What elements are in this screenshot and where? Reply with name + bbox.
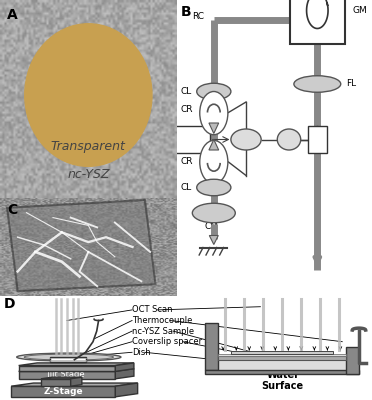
- Ellipse shape: [197, 83, 231, 100]
- Polygon shape: [209, 140, 219, 150]
- Circle shape: [25, 24, 152, 166]
- Bar: [50, 357, 86, 362]
- Text: Tilt Stage: Tilt Stage: [45, 370, 85, 379]
- Text: Water
Surface: Water Surface: [262, 370, 304, 391]
- Text: Coupler: Coupler: [277, 137, 301, 142]
- Text: Z-Stage: Z-Stage: [44, 387, 83, 396]
- Ellipse shape: [231, 129, 261, 150]
- Ellipse shape: [24, 354, 113, 360]
- Text: Dish: Dish: [132, 348, 151, 357]
- Polygon shape: [41, 379, 71, 386]
- Polygon shape: [11, 383, 138, 386]
- Polygon shape: [209, 123, 219, 134]
- Text: GM: GM: [353, 6, 367, 15]
- Text: nc-YSZ Sample: nc-YSZ Sample: [132, 326, 194, 336]
- Bar: [308, 126, 327, 153]
- Text: OCT Scan: OCT Scan: [132, 306, 173, 314]
- Polygon shape: [115, 369, 134, 379]
- Polygon shape: [19, 371, 115, 379]
- Bar: [290, 0, 345, 44]
- Text: Light
Source: Light Source: [176, 133, 201, 146]
- Text: Hotplate: Hotplate: [47, 364, 83, 373]
- Ellipse shape: [277, 129, 301, 150]
- Polygon shape: [115, 363, 134, 371]
- Text: CL: CL: [181, 87, 192, 96]
- Bar: [167, 126, 210, 153]
- Polygon shape: [71, 377, 82, 386]
- Circle shape: [200, 140, 228, 184]
- Text: A: A: [7, 8, 18, 22]
- Polygon shape: [19, 369, 134, 371]
- Bar: [218, 354, 346, 370]
- Text: D: D: [4, 297, 15, 311]
- Polygon shape: [19, 366, 115, 371]
- Ellipse shape: [17, 353, 121, 361]
- Text: Coverslip spacer: Coverslip spacer: [132, 337, 202, 346]
- Ellipse shape: [294, 76, 341, 92]
- Text: RC: RC: [192, 12, 204, 21]
- Text: C: C: [7, 203, 17, 217]
- Text: CM: CM: [204, 222, 218, 231]
- Ellipse shape: [192, 203, 235, 223]
- Text: FL: FL: [347, 80, 357, 88]
- Text: nc-YSZ: nc-YSZ: [67, 168, 110, 181]
- Polygon shape: [209, 236, 218, 244]
- Polygon shape: [115, 383, 138, 397]
- Bar: [205, 370, 359, 374]
- Text: CR: CR: [181, 105, 193, 114]
- Text: Thermocouple: Thermocouple: [132, 316, 192, 325]
- Polygon shape: [19, 363, 134, 366]
- Bar: [346, 347, 359, 374]
- Ellipse shape: [197, 179, 231, 196]
- Polygon shape: [41, 377, 82, 379]
- Text: Transparent: Transparent: [51, 140, 126, 153]
- Text: B: B: [181, 4, 191, 18]
- Bar: [205, 323, 218, 370]
- Bar: [218, 354, 346, 356]
- Text: CL: CL: [181, 183, 192, 192]
- Circle shape: [200, 92, 228, 135]
- Text: BD: BD: [312, 135, 323, 144]
- Polygon shape: [11, 386, 115, 397]
- Polygon shape: [7, 200, 155, 291]
- Bar: [218, 356, 346, 360]
- Text: CR: CR: [181, 158, 193, 166]
- Text: Splitter: Splitter: [233, 136, 259, 142]
- Bar: [231, 351, 333, 354]
